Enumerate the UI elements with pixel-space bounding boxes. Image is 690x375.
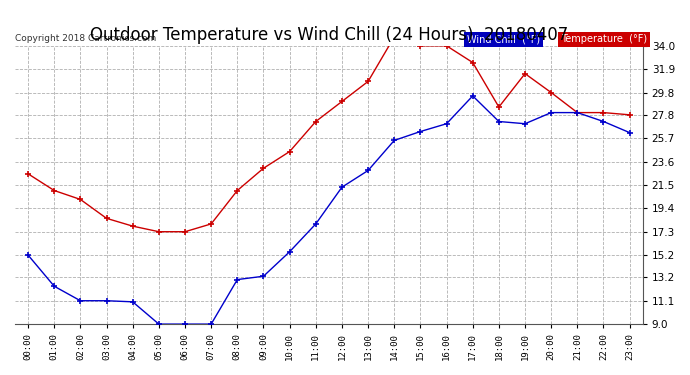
Text: Temperature  (°F): Temperature (°F) (561, 34, 647, 44)
Title: Outdoor Temperature vs Wind Chill (24 Hours)  20180407: Outdoor Temperature vs Wind Chill (24 Ho… (90, 26, 568, 44)
Text: Wind Chill  (°F): Wind Chill (°F) (467, 34, 540, 44)
Text: Copyright 2018 Cartronics.com: Copyright 2018 Cartronics.com (15, 34, 156, 43)
